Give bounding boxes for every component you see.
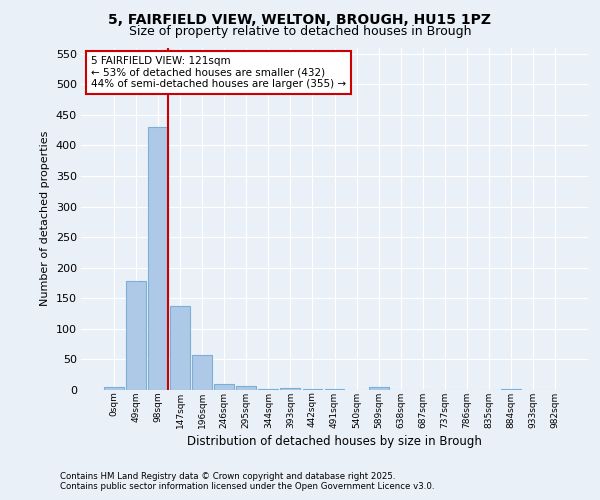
Bar [126,281,146,390]
Bar [214,384,234,390]
Y-axis label: Number of detached properties: Number of detached properties [40,131,50,306]
Bar [148,127,168,390]
Bar [236,386,256,390]
Bar [280,388,301,390]
Text: 5, FAIRFIELD VIEW, WELTON, BROUGH, HU15 1PZ: 5, FAIRFIELD VIEW, WELTON, BROUGH, HU15 … [109,12,491,26]
Bar [192,354,212,390]
Bar [104,387,124,390]
Bar [368,387,389,390]
X-axis label: Distribution of detached houses by size in Brough: Distribution of detached houses by size … [187,434,482,448]
Bar [501,389,521,390]
Bar [170,306,190,390]
Text: Contains public sector information licensed under the Open Government Licence v3: Contains public sector information licen… [60,482,434,491]
Text: Size of property relative to detached houses in Brough: Size of property relative to detached ho… [129,25,471,38]
Text: 5 FAIRFIELD VIEW: 121sqm
← 53% of detached houses are smaller (432)
44% of semi-: 5 FAIRFIELD VIEW: 121sqm ← 53% of detach… [91,56,346,90]
Bar [259,389,278,390]
Text: Contains HM Land Registry data © Crown copyright and database right 2025.: Contains HM Land Registry data © Crown c… [60,472,395,481]
